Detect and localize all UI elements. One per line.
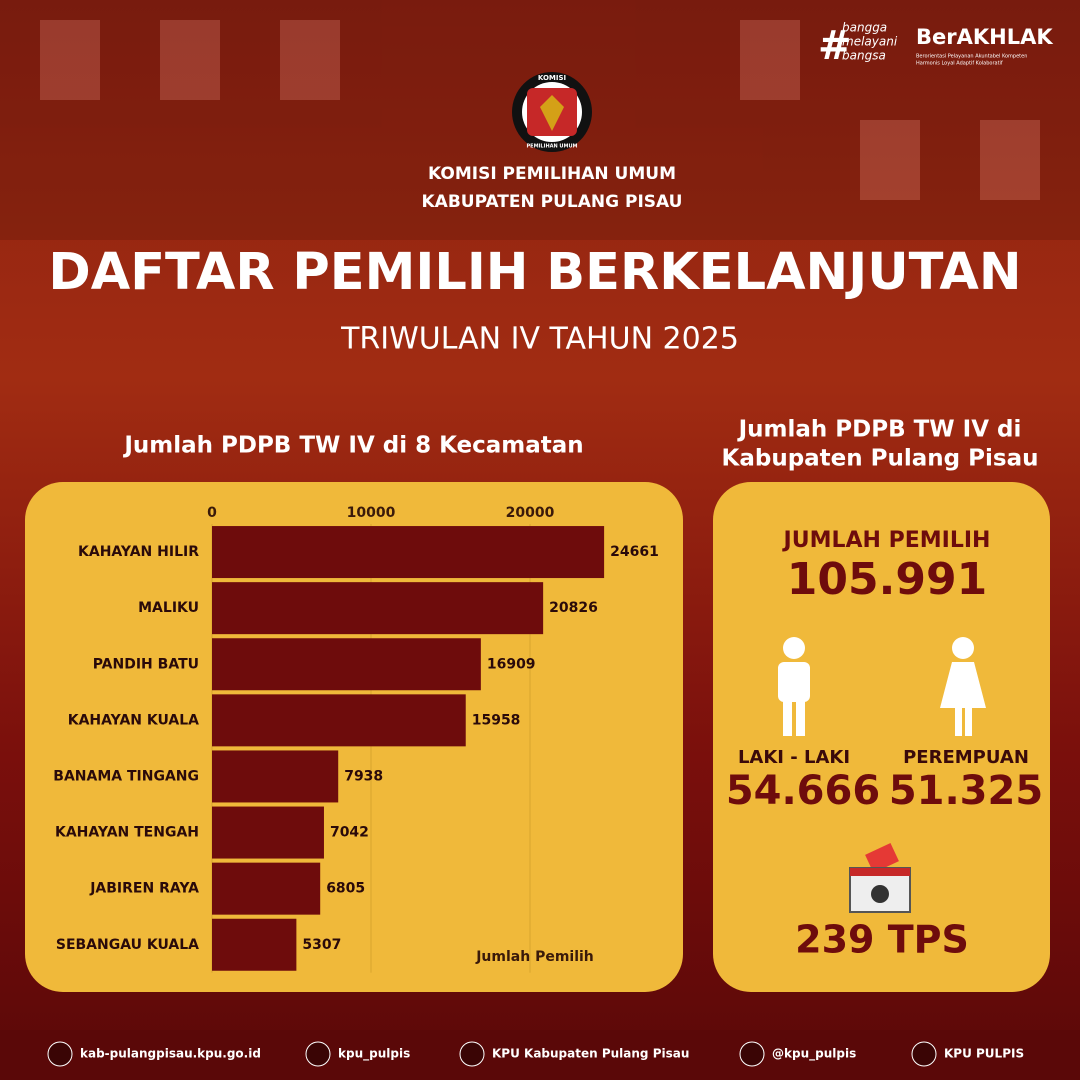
data-label: 5307 [302, 937, 341, 953]
y-tick-label: BANAMA TINGANG [53, 768, 199, 784]
data-label: 24661 [610, 544, 659, 560]
bar [212, 750, 339, 803]
data-label: 7938 [344, 768, 383, 784]
berakhlak: BerAKHLAK [916, 25, 1053, 49]
chart: 0 10000 20000 KAHAYAN HILIR 24661 MALIKU 20826… [53, 505, 659, 973]
data-label: 16909 [487, 656, 536, 672]
tagline: bangga [842, 21, 887, 35]
total-value: 105.991 [787, 554, 987, 605]
berakhlak-sub: Berorientasi Pelayanan Akuntabel Kompete… [916, 54, 1027, 60]
footer-icon [911, 1041, 937, 1067]
footer-icon [305, 1041, 331, 1067]
bar [212, 526, 605, 579]
ballot-box-icon [849, 843, 911, 913]
male-value: 54.666 [726, 768, 880, 814]
footer [0, 1030, 1080, 1080]
subtitle: TRIWULAN IV TAHUN 2025 [340, 322, 739, 357]
bar [212, 582, 544, 635]
logo-text: PEMILIHAN UMUM [526, 144, 577, 150]
bar [212, 694, 466, 747]
hashtag: # [818, 23, 852, 69]
org-name: KABUPATEN PULANG PISAU [421, 192, 682, 212]
summary-title: Kabupaten Pulang Pisau [722, 446, 1039, 472]
data-label: 6805 [326, 881, 365, 897]
data-label: 15958 [472, 712, 521, 728]
x-tick-label: 20000 [506, 505, 555, 521]
tagline: melayani [842, 35, 898, 49]
y-tick-label: MALIKU [138, 600, 199, 616]
x-tick-label: 0 [207, 505, 217, 521]
bar [212, 918, 297, 971]
summary-panel [713, 482, 1050, 992]
footer-link: @kpu_pulpis [772, 1047, 856, 1062]
footer-link: KPU PULPIS [944, 1047, 1024, 1061]
female-icon [940, 637, 986, 736]
y-tick-label: SEBANGAU KUALA [56, 937, 199, 953]
tps-count: 239 TPS [795, 918, 969, 962]
y-tick-label: JABIREN RAYA [89, 881, 199, 897]
chart-title: Jumlah PDPB TW IV di 8 Kecamatan [122, 433, 583, 459]
kpu-logo: KOMISI PEMILIHAN UMUM [512, 72, 592, 152]
data-label: 7042 [330, 825, 369, 841]
x-axis-label: Jumlah Pemilih [475, 949, 594, 965]
total-label: JUMLAH PEMILIH [782, 528, 991, 553]
org-name: KOMISI PEMILIHAN UMUM [428, 164, 676, 184]
bar [212, 638, 481, 691]
footer-icon [739, 1041, 765, 1067]
footer-link: kpu_pulpis [338, 1047, 410, 1062]
male-icon [778, 637, 810, 736]
y-tick-label: KAHAYAN TENGAH [55, 825, 199, 841]
female-label: PEREMPUAN [903, 747, 1029, 768]
footer-icon [459, 1041, 485, 1067]
footer-icon [47, 1041, 73, 1067]
footer-links: kab-pulangpisau.kpu.go.id kpu_pulpis KPU K… [47, 1041, 1024, 1067]
summary-title: Jumlah PDPB TW IV di [737, 417, 1022, 443]
y-tick-label: KAHAYAN KUALA [68, 712, 199, 728]
female-value: 51.325 [889, 768, 1043, 814]
berakhlak-sub: Harmonis Loyal Adaptif Kolaboratif [916, 61, 1003, 67]
footer-link: kab-pulangpisau.kpu.go.id [80, 1047, 261, 1061]
logo-text: KOMISI [538, 74, 566, 82]
y-tick-label: PANDIH BATU [93, 656, 199, 672]
data-label: 20826 [549, 600, 598, 616]
x-tick-label: 10000 [347, 505, 396, 521]
bar [212, 806, 324, 859]
y-tick-label: KAHAYAN HILIR [78, 544, 199, 560]
tagline: bangsa [842, 49, 886, 63]
main-title: DAFTAR PEMILIH BERKELANJUTAN [48, 243, 1021, 302]
footer-link: KPU Kabupaten Pulang Pisau [492, 1047, 689, 1061]
male-label: LAKI - LAKI [738, 747, 850, 768]
bar [212, 862, 321, 915]
